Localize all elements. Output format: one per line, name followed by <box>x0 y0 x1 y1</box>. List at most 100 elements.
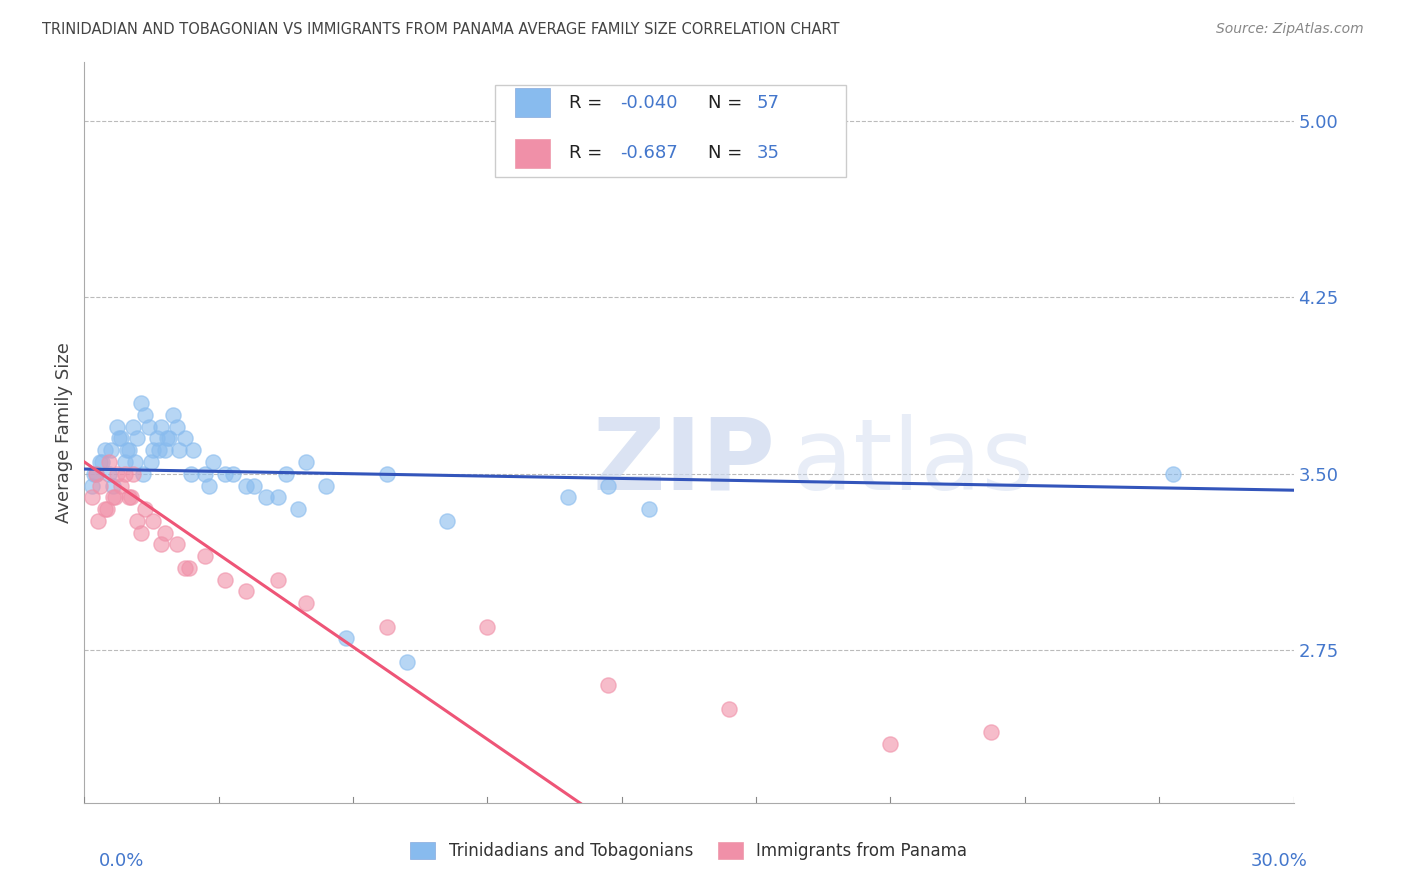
Point <box>153 443 176 458</box>
Point <box>82 490 104 504</box>
Point <box>125 514 148 528</box>
Point <box>167 443 190 458</box>
Text: -0.040: -0.040 <box>620 94 678 112</box>
Text: atlas: atlas <box>792 414 1033 511</box>
Point <box>93 443 115 458</box>
Point <box>335 632 357 646</box>
Point <box>120 490 142 504</box>
Point <box>162 408 184 422</box>
Point <box>142 443 165 458</box>
Point <box>194 467 217 481</box>
Point <box>295 596 318 610</box>
Point <box>194 549 217 563</box>
Text: N =: N = <box>709 145 748 162</box>
Point <box>637 502 659 516</box>
Point <box>436 514 458 528</box>
Text: -0.687: -0.687 <box>620 145 678 162</box>
Point <box>375 467 398 481</box>
Point <box>86 467 108 481</box>
FancyBboxPatch shape <box>495 85 846 178</box>
Text: R =: R = <box>569 145 609 162</box>
Point <box>107 432 129 446</box>
Point <box>267 573 290 587</box>
Point <box>267 490 290 504</box>
Point <box>101 490 124 504</box>
Point <box>146 432 169 446</box>
Point <box>287 502 309 516</box>
Point <box>315 478 337 492</box>
Point <box>89 478 111 492</box>
Point <box>129 396 152 410</box>
Point <box>86 467 108 481</box>
Point <box>124 455 146 469</box>
Point <box>214 467 236 481</box>
Text: 57: 57 <box>756 94 780 112</box>
Point <box>118 490 141 504</box>
Point <box>97 455 120 469</box>
Point <box>879 737 901 751</box>
Point <box>149 537 172 551</box>
Point <box>202 455 225 469</box>
Point <box>153 525 176 540</box>
Point <box>89 455 111 469</box>
Point <box>222 467 245 481</box>
Point <box>157 432 180 446</box>
Point <box>180 467 202 481</box>
Text: TRINIDADIAN AND TOBAGONIAN VS IMMIGRANTS FROM PANAMA AVERAGE FAMILY SIZE CORRELA: TRINIDADIAN AND TOBAGONIAN VS IMMIGRANTS… <box>42 22 839 37</box>
Point <box>114 467 136 481</box>
Point <box>129 525 152 540</box>
FancyBboxPatch shape <box>515 138 550 168</box>
FancyBboxPatch shape <box>515 88 550 117</box>
Point <box>477 619 499 633</box>
Point <box>91 455 114 469</box>
Text: N =: N = <box>709 94 748 112</box>
Point <box>100 443 122 458</box>
Point <box>1161 467 1184 481</box>
Point <box>138 419 160 434</box>
Point <box>235 584 257 599</box>
Point <box>142 514 165 528</box>
Point <box>174 432 197 446</box>
Point <box>174 561 197 575</box>
Point <box>557 490 579 504</box>
Y-axis label: Average Family Size: Average Family Size <box>55 343 73 523</box>
Point <box>718 702 741 716</box>
Point <box>97 467 120 481</box>
Point <box>105 467 128 481</box>
Point <box>235 478 257 492</box>
Point <box>134 502 156 516</box>
Point <box>395 655 418 669</box>
Point <box>254 490 277 504</box>
Point <box>156 432 179 446</box>
Point <box>295 455 318 469</box>
Point <box>166 419 188 434</box>
Text: R =: R = <box>569 94 609 112</box>
Point <box>96 502 118 516</box>
Point <box>118 443 141 458</box>
Text: 0.0%: 0.0% <box>98 852 143 870</box>
Point <box>83 467 105 481</box>
Point <box>110 432 132 446</box>
Point <box>121 467 143 481</box>
Point <box>82 478 104 492</box>
Point <box>114 455 136 469</box>
Text: ZIP: ZIP <box>592 414 775 511</box>
Point <box>125 432 148 446</box>
Point <box>274 467 297 481</box>
Point <box>242 478 264 492</box>
Point <box>198 478 221 492</box>
Point <box>115 443 138 458</box>
Point <box>101 478 124 492</box>
Point <box>104 490 127 504</box>
Point <box>980 725 1002 739</box>
Point <box>179 561 201 575</box>
Text: Source: ZipAtlas.com: Source: ZipAtlas.com <box>1216 22 1364 37</box>
Point <box>375 619 398 633</box>
Point <box>181 443 204 458</box>
Point <box>598 678 620 692</box>
Point <box>93 502 115 516</box>
Point <box>105 419 128 434</box>
Point <box>139 455 162 469</box>
Point <box>87 514 110 528</box>
Point <box>166 537 188 551</box>
